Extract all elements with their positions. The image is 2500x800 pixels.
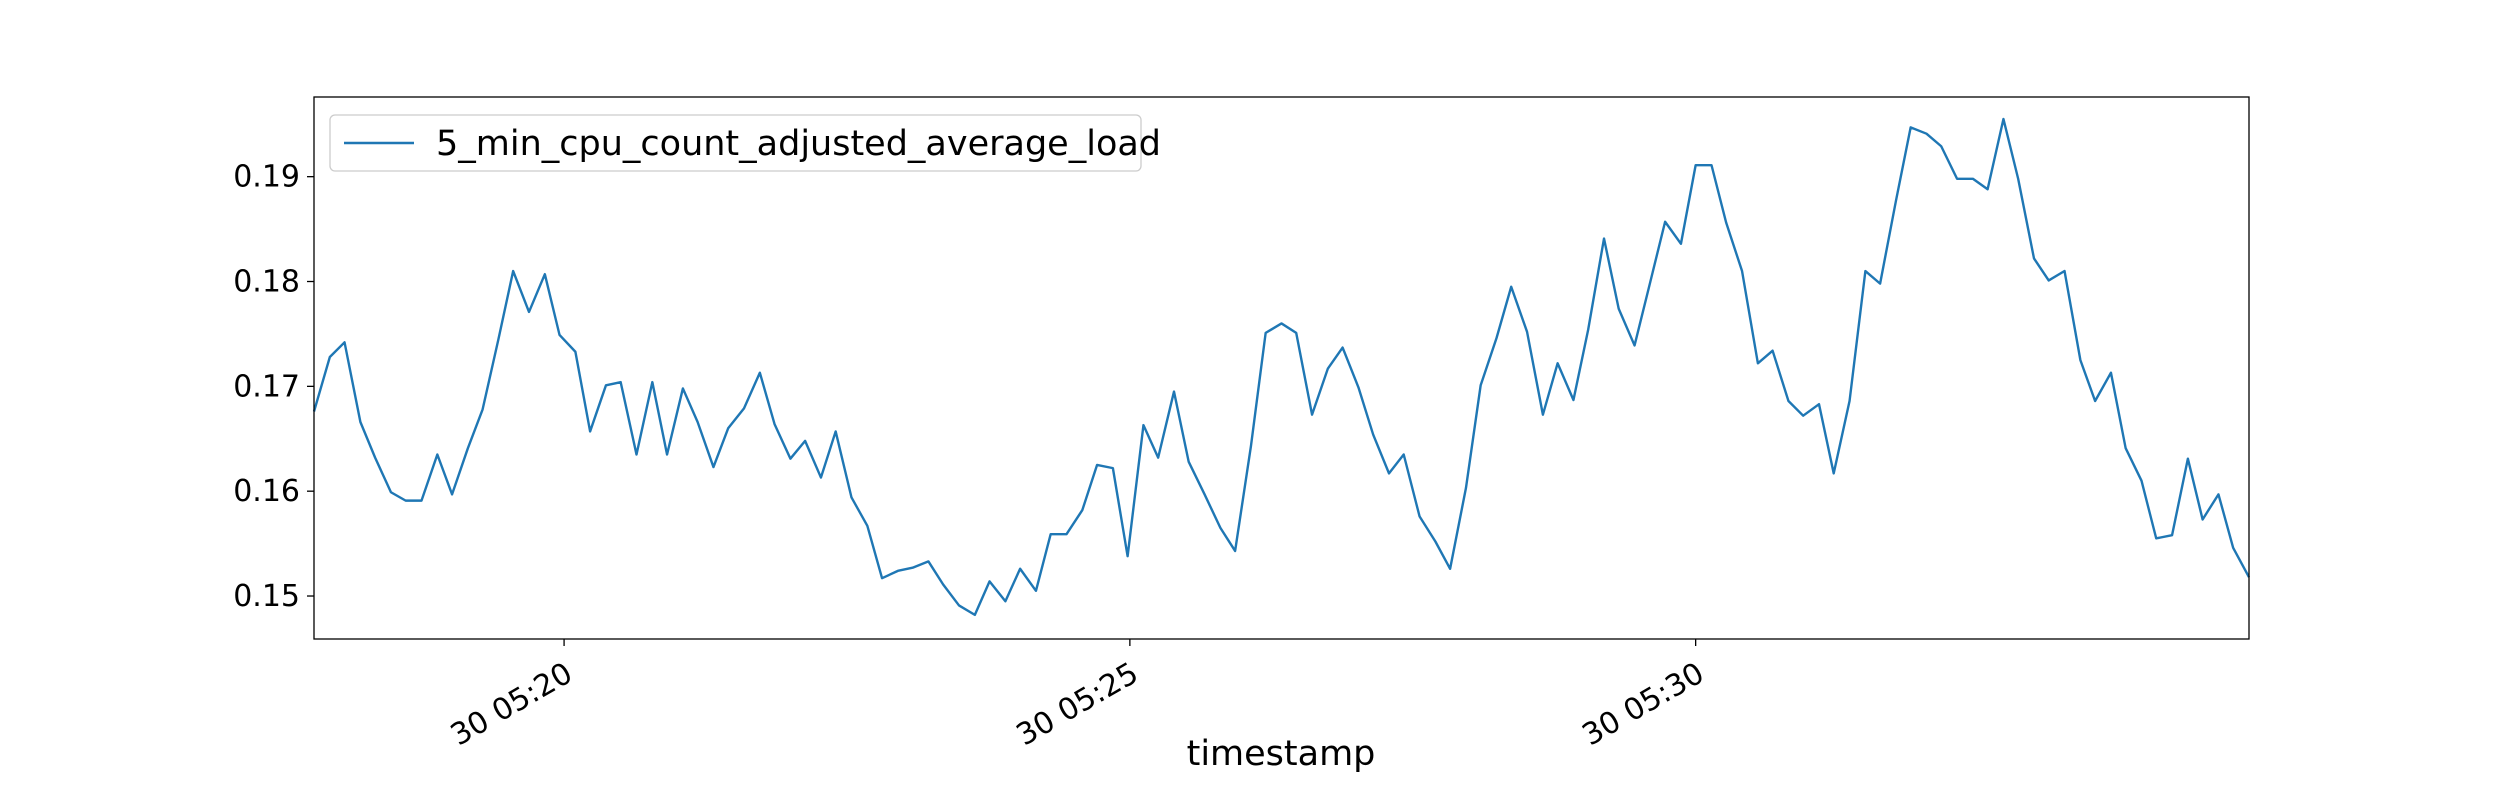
y-tick-label: 0.15 [233, 579, 300, 614]
data-line [312, 117, 2251, 617]
y-tick-label: 0.17 [233, 369, 300, 404]
legend-label: 5_min_cpu_count_adjusted_average_load [436, 124, 1161, 164]
x-tick-label: 30 05:25 [1011, 656, 1145, 753]
x-tick-label: 30 05:30 [1576, 656, 1710, 753]
plot-frame [313, 96, 2250, 640]
legend: 5_min_cpu_count_adjusted_average_load [329, 114, 1161, 172]
y-tick-label: 0.16 [233, 474, 300, 509]
x-tick-label: 30 05:20 [445, 656, 579, 753]
legend-box [329, 114, 1142, 172]
x-axis-label: timestamp [1187, 734, 1376, 774]
y-tick-label: 0.19 [233, 160, 300, 195]
y-tick-label: 0.18 [233, 265, 300, 300]
